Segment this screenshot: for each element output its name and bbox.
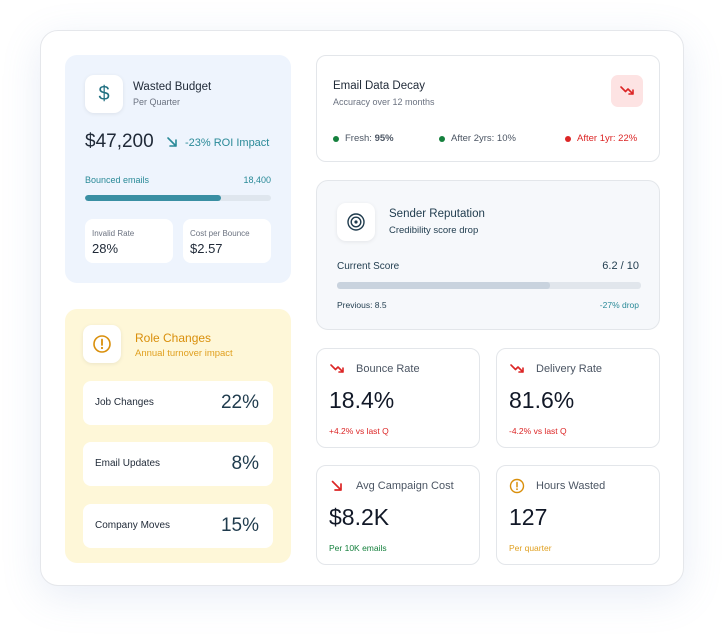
list-item: Job Changes 22%: [83, 381, 273, 425]
legend-after-2yrs-label: After 2yrs: 10%: [451, 133, 516, 144]
avg-campaign-cost-card: Avg Campaign Cost $8.2K Per 10K emails: [316, 465, 480, 565]
legend-after-1yr-label: After 1yr: 22%: [577, 133, 638, 144]
dollar-icon: $: [85, 75, 123, 113]
delivery-rate-note: -4.2% vs last Q: [509, 426, 567, 436]
decay-subtitle: Accuracy over 12 months: [333, 97, 435, 107]
invalid-rate-box: Invalid Rate 28%: [85, 219, 173, 263]
dashboard-frame: $ Wasted Budget Per Quarter $47,200 -23%…: [40, 30, 684, 586]
roi-impact: -23% ROI Impact: [185, 137, 270, 149]
role-row-value: 8%: [231, 453, 259, 474]
reputation-title: Sender Reputation: [389, 208, 485, 220]
bounced-emails-label: Bounced emails: [85, 175, 150, 185]
alert-circle-icon: [83, 325, 121, 363]
bounce-rate-note: +4.2% vs last Q: [329, 426, 389, 436]
avg-campaign-cost-label: Avg Campaign Cost: [356, 480, 454, 492]
role-changes-title: Role Changes: [135, 331, 212, 345]
bounce-rate-value: 18.4%: [329, 387, 395, 413]
hours-wasted-label: Hours Wasted: [536, 480, 606, 492]
delivery-rate-value: 81.6%: [509, 387, 575, 413]
target-icon: [337, 203, 375, 241]
role-changes-subtitle: Annual turnover impact: [135, 348, 233, 359]
role-row-label: Email Updates: [95, 458, 161, 469]
legend-fresh-label: Fresh:: [345, 133, 372, 144]
score-progress-fill: [337, 282, 550, 289]
score-drop: -27% drop: [599, 300, 639, 310]
hours-wasted-note: Per quarter: [509, 543, 552, 553]
bounce-rate-label: Bounce Rate: [356, 363, 420, 375]
hours-wasted-value: 127: [509, 504, 548, 530]
invalid-rate-label: Invalid Rate: [92, 229, 135, 238]
role-row-label: Job Changes: [95, 397, 154, 408]
legend-after-2yrs: After 2yrs: 10%: [439, 133, 516, 144]
wasted-budget-subtitle: Per Quarter: [133, 97, 181, 107]
arrow-down-right-icon: [331, 480, 342, 491]
alert-circle-icon: [509, 478, 525, 494]
delivery-rate-label: Delivery Rate: [536, 363, 603, 375]
invalid-rate-value: 28%: [92, 241, 119, 256]
legend-fresh-value: 95%: [374, 133, 394, 144]
role-changes-card: Role Changes Annual turnover impact Job …: [65, 309, 291, 563]
arrow-down-right-icon: [167, 137, 177, 147]
status-dot: [333, 135, 339, 142]
wasted-budget-amount: $47,200: [85, 131, 154, 152]
list-item: Company Moves 15%: [83, 504, 273, 548]
role-row-value: 15%: [220, 515, 259, 536]
reputation-subtitle: Credibility score drop: [389, 225, 479, 236]
trend-down-icon: [611, 75, 643, 107]
list-item: Email Updates 8%: [83, 442, 273, 486]
email-data-decay-card: Email Data Decay Accuracy over 12 months…: [316, 55, 660, 162]
bounced-progress-bar: [85, 195, 271, 201]
cost-per-bounce-value: $2.57: [190, 241, 223, 256]
trend-down-icon: [510, 364, 524, 373]
current-score-label: Current Score: [337, 261, 400, 272]
status-dot: [439, 135, 445, 142]
wasted-budget-title: Wasted Budget: [133, 81, 212, 93]
legend-fresh: Fresh: 95%: [333, 133, 394, 144]
cost-per-bounce-box: Cost per Bounce $2.57: [183, 219, 271, 263]
role-row-value: 22%: [220, 392, 259, 413]
avg-campaign-cost-note: Per 10K emails: [329, 543, 387, 553]
trend-down-icon: [330, 364, 344, 373]
delivery-rate-card: Delivery Rate 81.6% -4.2% vs last Q: [496, 348, 660, 448]
current-score-value: 6.2 / 10: [602, 260, 639, 272]
cost-per-bounce-label: Cost per Bounce: [190, 229, 250, 238]
score-progress-bar: [337, 282, 641, 289]
status-dot: [565, 135, 571, 142]
avg-campaign-cost-value: $8.2K: [329, 504, 390, 530]
hours-wasted-card: Hours Wasted 127 Per quarter: [496, 465, 660, 565]
bounced-emails-value: 18,400: [243, 175, 271, 185]
role-row-label: Company Moves: [95, 520, 171, 531]
legend-after-1yr: After 1yr: 22%: [565, 133, 637, 144]
previous-score: Previous: 8.5: [337, 300, 387, 310]
decay-title: Email Data Decay: [333, 80, 426, 92]
bounced-progress-fill: [85, 195, 221, 201]
wasted-budget-card: $ Wasted Budget Per Quarter $47,200 -23%…: [65, 55, 291, 283]
bounce-rate-card: Bounce Rate 18.4% +4.2% vs last Q: [316, 348, 480, 448]
sender-reputation-card: Sender Reputation Credibility score drop…: [316, 180, 660, 330]
